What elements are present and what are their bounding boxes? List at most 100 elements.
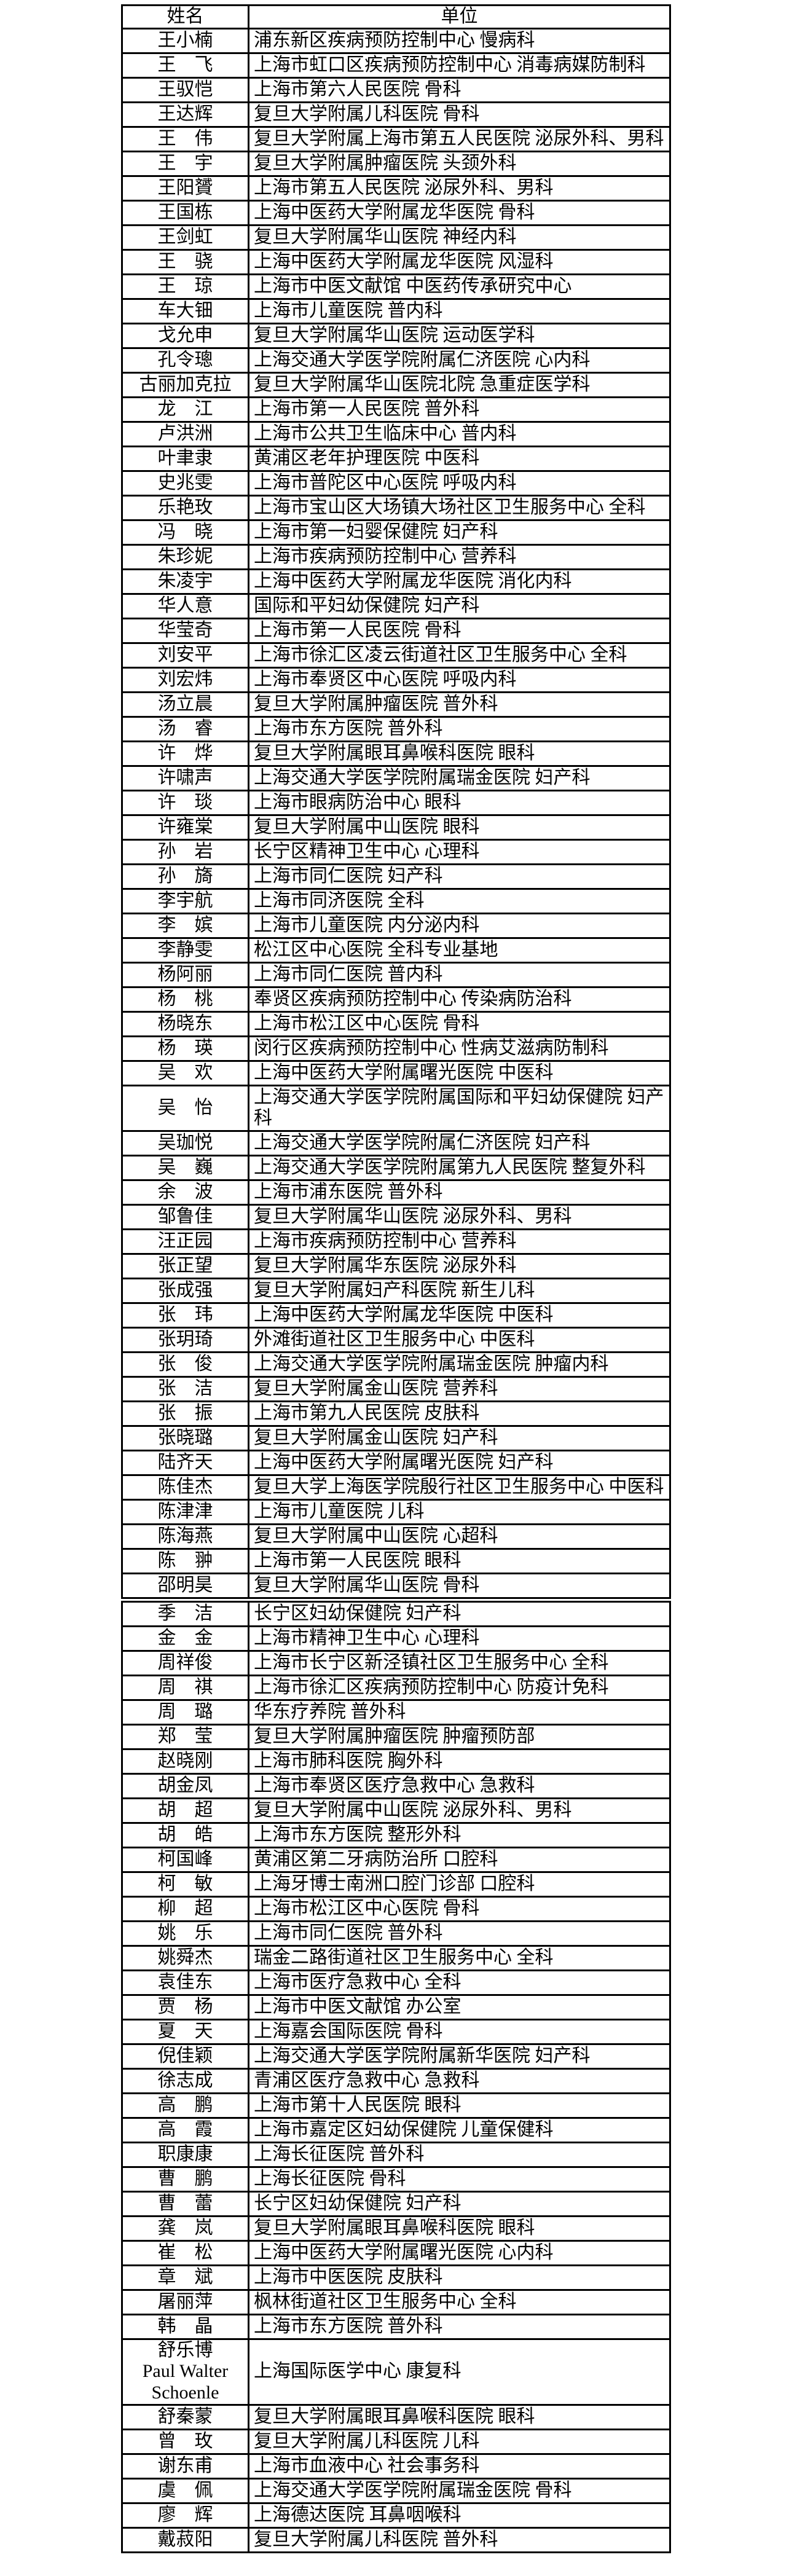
name-cell: 陈津津 bbox=[121, 1498, 249, 1525]
name-cell: 许啸声 bbox=[121, 764, 249, 791]
name-cell: 李宇航 bbox=[121, 887, 249, 914]
name-cell: 张晓璐 bbox=[121, 1424, 249, 1451]
name-cell: 吴 怡 bbox=[121, 1084, 249, 1132]
table-row: 屠丽萍 枫林街道社区卫生服务中心 全科 bbox=[121, 2288, 671, 2315]
table-row: 杨 瑛闵行区疾病预防控制中心 性病艾滋病防制科 bbox=[121, 1035, 671, 1062]
table-row: 王 琼上海市中医文献馆 中医药传承研究中心 bbox=[121, 273, 671, 300]
unit-cell: 上海市同仁医院 普外科 bbox=[248, 1920, 671, 1947]
name-cell: 陈海燕 bbox=[121, 1523, 249, 1550]
table-row: 朱珍妮 上海市疾病预防控制中心 营养科 bbox=[121, 543, 671, 570]
unit-cell: 上海中医药大学附属龙华医院 骨科 bbox=[248, 199, 671, 226]
table-row: 吴 巍上海交通大学医学院附属第九人民医院 整复外科 bbox=[121, 1154, 671, 1181]
name-cell: 汪正园 bbox=[121, 1228, 249, 1255]
name-cell: 胡 皓 bbox=[121, 1821, 249, 1848]
unit-cell: 上海中医药大学附属龙华医院 中医科 bbox=[248, 1302, 671, 1329]
table-row: 王小楠 浦东新区疾病预防控制中心 慢病科 bbox=[121, 27, 671, 54]
name-cell: 柯 敏 bbox=[121, 1871, 249, 1898]
name-cell: 周 璐 bbox=[121, 1698, 249, 1726]
table-row: 华莹奇 上海市第一人民医院 骨科 bbox=[121, 617, 671, 644]
table-row: 乐艳玫 上海市宝山区大场镇大场社区卫生服务中心 全科 bbox=[121, 494, 671, 521]
table-row: 杨阿丽 上海市同仁医院 普内科 bbox=[121, 961, 671, 988]
unit-cell: 复旦大学附属华山医院北院 急重症医学科 bbox=[248, 371, 671, 398]
table-row: 史兆雯 上海市普陀区中心医院 呼吸内科 bbox=[121, 469, 671, 497]
table-row: 陈佳杰 复旦大学上海医学院殷行社区卫生服务中心 中医科 bbox=[121, 1474, 671, 1501]
name-cell: 王阳贇 bbox=[121, 175, 249, 202]
table-row: 王 宇复旦大学附属肿瘤医院 头颈外科 bbox=[121, 150, 671, 177]
unit-cell: 上海交通大学医学院附属国际和平妇幼保健院 妇产科 bbox=[248, 1084, 671, 1132]
table-row: 吴 欢上海中医药大学附属曙光医院 中医科 bbox=[121, 1059, 671, 1086]
unit-cell: 复旦大学附属华山医院 骨科 bbox=[248, 1572, 671, 1599]
unit-cell: 上海市东方医院 普外科 bbox=[248, 2313, 671, 2340]
name-cell: 倪佳颖 bbox=[121, 2043, 249, 2070]
name-cell: 孙 旖 bbox=[121, 863, 249, 890]
name-cell: 王 飞 bbox=[121, 52, 249, 79]
name-cell: 孙 岩 bbox=[121, 838, 249, 865]
unit-cell: 上海市同仁医院 妇产科 bbox=[248, 863, 671, 890]
name-cell: 朱凌宇 bbox=[121, 568, 249, 595]
table-row: 曹 蕾长宁区妇幼保健院 妇产科 bbox=[121, 2190, 671, 2217]
table-row: 张晓璐 复旦大学附属金山医院 妇产科 bbox=[121, 1424, 671, 1451]
name-cell: 冯 晓 bbox=[121, 519, 249, 546]
unit-cell: 外滩街道社区卫生服务中心 中医科 bbox=[248, 1326, 671, 1353]
unit-cell: 上海市第一人民医院 普外科 bbox=[248, 396, 671, 423]
table-row: 郑 莹复旦大学附属肿瘤医院 肿瘤预防部 bbox=[121, 1723, 671, 1750]
name-cell: 戈允申 bbox=[121, 322, 249, 349]
unit-cell: 奉贤区疾病预防控制中心 传染病防治科 bbox=[248, 986, 671, 1013]
table-row: 袁佳东 上海市医疗急救中心 全科 bbox=[121, 1969, 671, 1996]
unit-cell: 上海市第五人民医院 泌尿外科、男科 bbox=[248, 175, 671, 202]
unit-cell: 复旦大学上海医学院殷行社区卫生服务中心 中医科 bbox=[248, 1474, 671, 1501]
unit-cell: 上海市普陀区中心医院 呼吸内科 bbox=[248, 469, 671, 497]
table-row: 柯 敏上海牙博士南洲口腔门诊部 口腔科 bbox=[121, 1871, 671, 1898]
table-row: 李宇航 上海市同济医院 全科 bbox=[121, 887, 671, 914]
unit-cell: 上海德达医院 耳鼻咽喉科 bbox=[248, 2502, 671, 2529]
name-cell: 许 烨 bbox=[121, 740, 249, 767]
name-cell: 邹鲁佳 bbox=[121, 1203, 249, 1230]
table-row: 王 骁上海中医药大学附属龙华医院 风湿科 bbox=[121, 248, 671, 275]
doctor-unit-table-page-2: 季 洁长宁区妇幼保健院 妇产科金 金上海市精神卫生中心 心理科 周祥俊 上海市长宁区… bbox=[121, 1600, 671, 2553]
table-row: 汤 睿上海市东方医院 普外科 bbox=[121, 715, 671, 742]
name-cell: 夏 天 bbox=[121, 2018, 249, 2045]
unit-cell: 复旦大学附属眼耳鼻喉科医院 眼科 bbox=[248, 740, 671, 767]
name-cell: 李 嫔 bbox=[121, 912, 249, 939]
name-cell: 张 振 bbox=[121, 1400, 249, 1427]
table-row: 龙 江上海市第一人民医院 普外科 bbox=[121, 396, 671, 423]
name-cell: 邵明昊 bbox=[121, 1572, 249, 1599]
name-cell: 屠丽萍 bbox=[121, 2288, 249, 2315]
name-cell: 王国栋 bbox=[121, 199, 249, 226]
table-row: 周祥俊 上海市长宁区新泾镇社区卫生服务中心 全科 bbox=[121, 1649, 671, 1676]
unit-cell: 复旦大学附属上海市第五人民医院 泌尿外科、男科 bbox=[248, 125, 671, 152]
table-row: 职康康 上海长征医院 普外科 bbox=[121, 2141, 671, 2168]
table-row: 王达辉 复旦大学附属儿科医院 骨科 bbox=[121, 101, 671, 128]
unit-cell: 华东疗养院 普外科 bbox=[248, 1698, 671, 1726]
name-cell: 叶聿隶 bbox=[121, 445, 249, 472]
table-row: 姚舜杰 瑞金二路街道社区卫生服务中心 全科 bbox=[121, 1944, 671, 1971]
name-cell: 姚 乐 bbox=[121, 1920, 249, 1947]
name-cell: 高 霞 bbox=[121, 2116, 249, 2143]
name-cell: 刘安平 bbox=[121, 642, 249, 669]
name-cell: 吴 欢 bbox=[121, 1059, 249, 1086]
name-cell: 孔令璁 bbox=[121, 347, 249, 374]
unit-cell: 上海市徐汇区凌云街道社区卫生服务中心 全科 bbox=[248, 642, 671, 669]
table-row: 孙 岩长宁区精神卫生中心 心理科 bbox=[121, 838, 671, 865]
name-cell: 胡金凤 bbox=[121, 1772, 249, 1799]
table-row: 华人意 国际和平妇幼保健院 妇产科 bbox=[121, 592, 671, 619]
name-cell: 王达辉 bbox=[121, 101, 249, 128]
table-row: 胡 皓上海市东方医院 整形外科 bbox=[121, 1821, 671, 1848]
unit-cell: 上海市中医医院 皮肤科 bbox=[248, 2264, 671, 2291]
name-cell: 张 俊 bbox=[121, 1351, 249, 1378]
unit-cell: 上海市儿童医院 内分泌内科 bbox=[248, 912, 671, 939]
name-cell: 许雍棠 bbox=[121, 814, 249, 841]
table-row: 周 祺上海市徐汇区疾病预防控制中心 防疫计免科 bbox=[121, 1674, 671, 1701]
unit-cell: 复旦大学附属肿瘤医院 肿瘤预防部 bbox=[248, 1723, 671, 1750]
table-row: 孙 旖上海市同仁医院 妇产科 bbox=[121, 863, 671, 890]
name-cell: 季 洁 bbox=[121, 1600, 249, 1627]
unit-cell: 上海中医药大学附属曙光医院 心内科 bbox=[248, 2239, 671, 2266]
unit-cell: 上海交通大学医学院附属瑞金医院 妇产科 bbox=[248, 764, 671, 791]
name-cell: 朱珍妮 bbox=[121, 543, 249, 570]
unit-cell: 长宁区精神卫生中心 心理科 bbox=[248, 838, 671, 865]
unit-cell: 上海市虹口区疾病预防控制中心 消毒病媒防制科 bbox=[248, 52, 671, 79]
table-row: 虞 佩上海交通大学医学院附属瑞金医院 骨科 bbox=[121, 2477, 671, 2504]
name-cell: 柳 超 bbox=[121, 1895, 249, 1922]
table-row: 胡金凤 上海市奉贤区医疗急救中心 急救科 bbox=[121, 1772, 671, 1799]
name-cell: 郑 莹 bbox=[121, 1723, 249, 1750]
